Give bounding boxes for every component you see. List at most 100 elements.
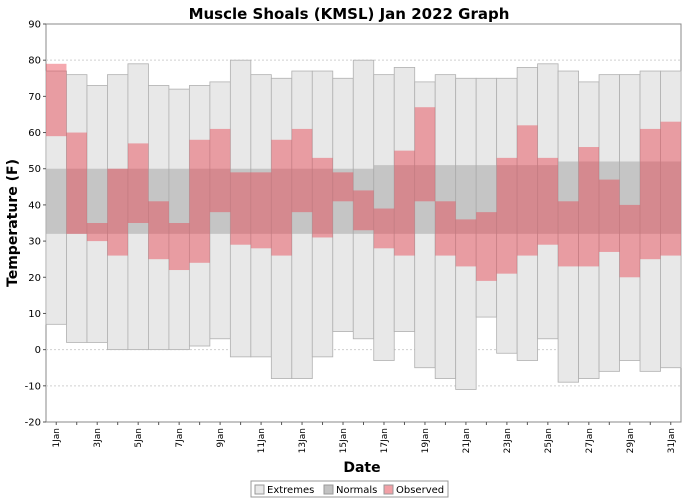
observed-bar [660,121,681,256]
observed-bar [107,168,128,256]
observed-bar [455,219,477,267]
y-tick-label: 40 [28,200,41,211]
normals-layer [46,161,681,234]
x-axis-label: Date [343,460,380,476]
normals-bar [353,168,374,234]
observed-bar [332,172,354,202]
normals-bar [291,168,313,234]
normals-bar [250,168,272,234]
normals-bar [148,168,169,234]
observed-bar [250,172,272,249]
x-tick-label: 23Jan [503,428,513,453]
legend-frame [250,480,449,498]
chart-title: Muscle Shoals (KMSL) Jan 2022 Graph [189,5,510,23]
normals-bar [640,161,661,234]
x-tick-label: 27Jan [585,428,595,453]
observed-bar [230,172,251,245]
x-tick-label: 11Jan [257,428,267,453]
legend-label-normals: Normals [336,485,377,496]
normals-bar [599,161,620,234]
normals-bar [619,161,641,234]
normals-bar [394,165,415,234]
normals-bar [517,165,538,234]
normals-bar [86,168,108,234]
legend-swatch-normals [323,484,334,495]
observed-bar [271,139,292,256]
normals-bar [127,168,149,234]
normals-bar [660,161,681,234]
x-tick-label: 17Jan [380,428,390,453]
normals-bar [435,165,456,234]
normals-bar [558,161,579,234]
y-tick-label: 0 [35,345,41,356]
x-tick-label: 19Jan [421,428,431,453]
observed-bar [312,157,333,238]
observed-bar [148,201,169,260]
x-tick-label: 1Jan [52,428,62,448]
x-tick-label: 7Jan [175,428,185,448]
normals-bar [107,168,128,234]
normals-bar [66,168,87,234]
legend-swatch-extremes [254,484,265,495]
normals-bar [414,165,436,234]
normals-bar [189,168,210,234]
y-axis-ticks: -20 -10 0 10 20 30 40 50 60 70 80 90 [25,20,46,429]
normals-bar [496,165,518,234]
normals-bar [168,168,190,234]
observed-bar [476,212,497,281]
x-axis-ticks: 1Jan 3Jan 5Jan 7Jan 9Jan 11Jan 13Jan 15Jan 17Jan… [52,422,677,453]
observed-bar [127,143,149,223]
observed-bar [209,128,231,213]
x-tick-label: 5Jan [134,428,144,448]
observed-bar [517,125,538,256]
x-tick-label: 9Jan [216,428,226,448]
x-tick-label: 3Jan [93,428,103,448]
normals-bar [476,165,497,234]
y-tick-label: 10 [28,309,41,320]
y-tick-label: 90 [28,20,41,31]
observed-bar [619,204,641,278]
normals-bar [46,168,67,234]
x-tick-label: 21Jan [462,428,472,453]
y-tick-label: 60 [28,128,41,139]
observed-bar [496,157,518,274]
observed-bar [394,150,415,256]
normals-bar [373,165,395,234]
normals-bar [537,165,559,234]
y-tick-label: 80 [28,56,41,67]
y-tick-label: -10 [25,381,41,392]
normals-bar [332,168,354,234]
observed-bar [435,201,456,256]
observed-bar [640,128,661,260]
observed-bar [189,139,210,263]
y-axis-label: Temperature (F) [5,159,21,287]
observed-bar [353,190,374,231]
observed-bar [599,179,620,252]
x-tick-label: 31Jan [667,428,677,453]
observed-layer [46,63,681,281]
observed-bar [168,223,190,271]
y-tick-label: 20 [28,273,41,284]
normals-bar [230,168,251,234]
y-tick-label: -20 [25,418,41,429]
x-tick-label: 25Jan [544,428,554,453]
observed-bar [537,157,559,245]
x-tick-label: 29Jan [626,428,636,453]
legend: Extremes Normals Observed [250,480,449,498]
normals-bar [271,168,292,234]
legend-swatch-observed [383,484,394,495]
y-tick-label: 70 [28,92,41,103]
normals-bar [209,168,231,234]
observed-bar [373,208,395,249]
legend-label-extremes: Extremes [267,485,314,496]
normals-bar [455,165,477,234]
normals-bar [578,161,600,234]
normals-bar [312,168,333,234]
legend-label-observed: Observed [396,485,444,496]
observed-bar [291,128,313,213]
observed-bar [414,107,436,202]
x-tick-label: 13Jan [298,428,308,453]
x-tick-label: 15Jan [339,428,349,453]
